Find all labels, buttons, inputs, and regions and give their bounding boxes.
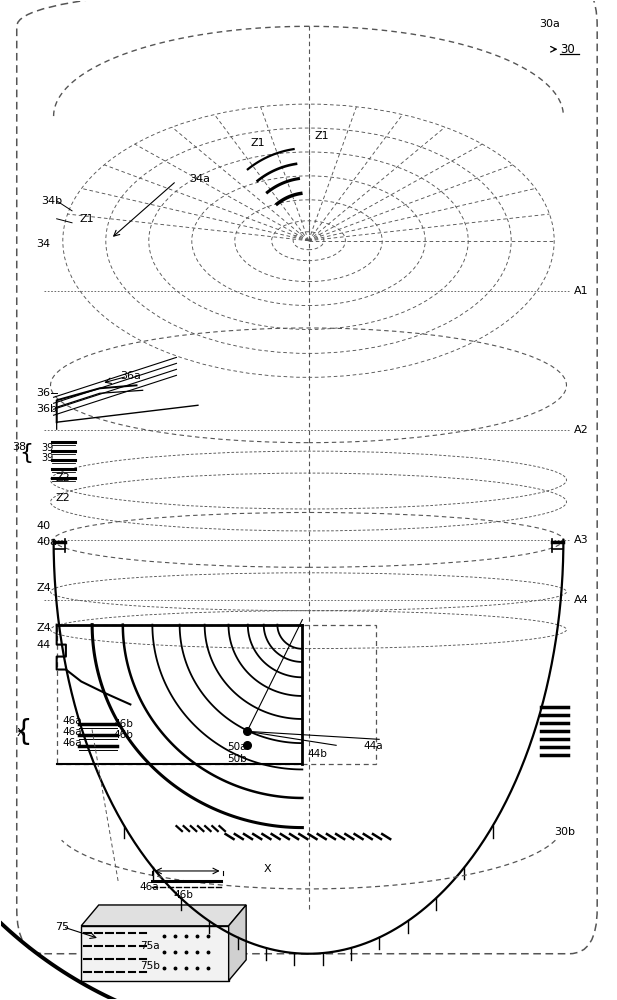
- Text: 34a: 34a: [189, 174, 210, 184]
- Text: 75: 75: [56, 922, 70, 932]
- Text: 30a: 30a: [539, 19, 560, 29]
- Text: 46a: 46a: [63, 727, 83, 737]
- Text: 50a: 50a: [228, 742, 247, 752]
- Text: 34: 34: [36, 239, 51, 249]
- Text: 40: 40: [36, 521, 51, 531]
- Text: 38: 38: [12, 442, 26, 452]
- Text: A2: A2: [574, 425, 589, 435]
- Text: Z1: Z1: [250, 138, 265, 148]
- Text: 46a: 46a: [63, 716, 83, 726]
- Text: 36: 36: [36, 388, 51, 398]
- Text: 46b: 46b: [114, 719, 134, 729]
- Text: A4: A4: [574, 595, 589, 605]
- Polygon shape: [229, 905, 246, 981]
- Text: 36a: 36a: [120, 371, 141, 381]
- Text: 50b: 50b: [228, 754, 247, 764]
- Text: 39: 39: [41, 443, 54, 453]
- Text: {: {: [19, 443, 33, 463]
- Text: 44b: 44b: [307, 749, 327, 759]
- Text: Z1: Z1: [80, 214, 94, 224]
- Text: 44: 44: [36, 640, 51, 650]
- Text: 30b: 30b: [554, 827, 575, 837]
- Text: A1: A1: [574, 286, 589, 296]
- Text: 30: 30: [560, 43, 575, 56]
- Text: Z1: Z1: [315, 131, 329, 141]
- Text: 75b: 75b: [140, 961, 160, 971]
- Text: 36b: 36b: [36, 404, 57, 414]
- Text: A3: A3: [574, 535, 589, 545]
- Text: 46b: 46b: [114, 730, 134, 740]
- Text: 46a: 46a: [139, 882, 159, 892]
- Text: X: X: [17, 728, 24, 738]
- Text: 39: 39: [41, 453, 54, 463]
- Text: {: {: [14, 718, 32, 746]
- Text: Z2: Z2: [56, 493, 70, 503]
- Text: 46a: 46a: [63, 738, 83, 748]
- Text: Z2: Z2: [56, 473, 70, 483]
- Polygon shape: [81, 905, 246, 926]
- Text: Z4: Z4: [36, 623, 51, 633]
- Bar: [81, 926, 229, 981]
- Text: Z4: Z4: [36, 583, 51, 593]
- Bar: [57, 625, 376, 764]
- Text: 75a: 75a: [140, 941, 160, 951]
- Text: 46b: 46b: [173, 890, 193, 900]
- Text: 34b: 34b: [41, 196, 62, 206]
- Text: X: X: [263, 864, 271, 874]
- Text: 44a: 44a: [364, 741, 383, 751]
- Text: 40a: 40a: [36, 537, 57, 547]
